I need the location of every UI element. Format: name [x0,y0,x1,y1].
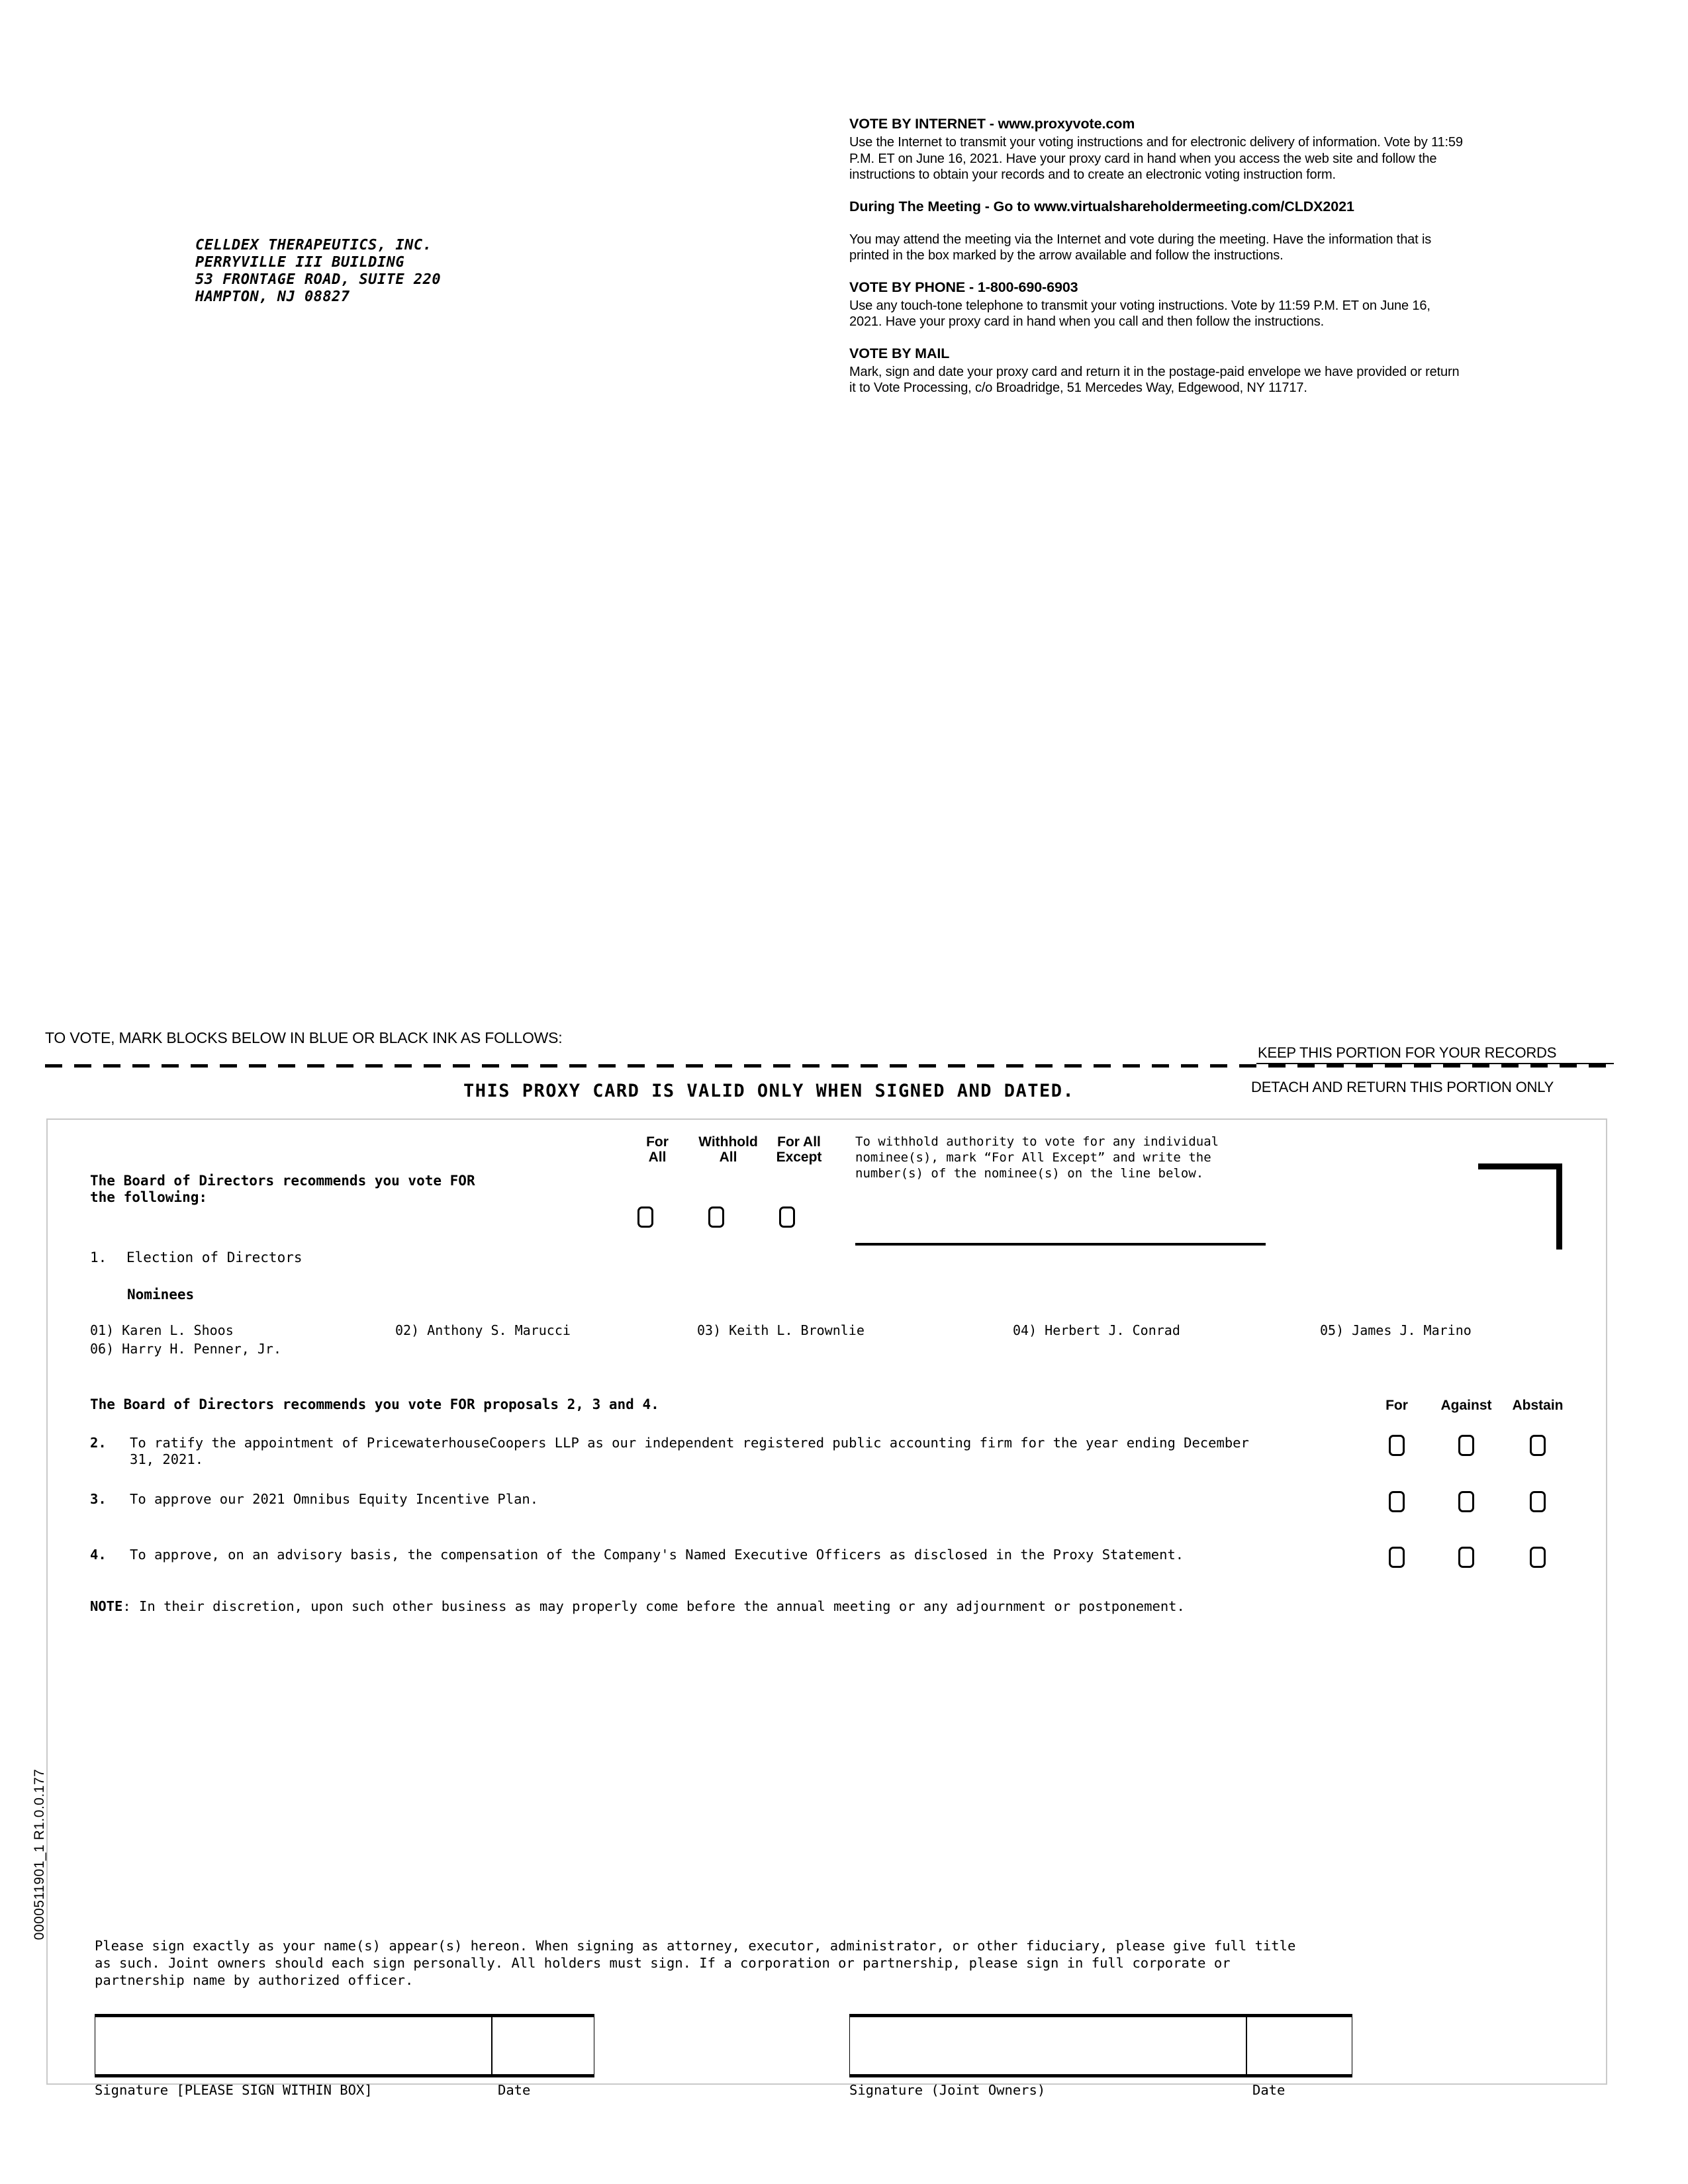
vote-method-heading: VOTE BY PHONE - 1-800-690-6903 [849,279,1078,295]
bracket-horizontal-bar [1478,1163,1562,1169]
checkbox-proposal-2-against[interactable] [1458,1435,1474,1456]
checkbox-proposal-3-against[interactable] [1458,1491,1474,1512]
keep-portion-underline [1256,1063,1614,1064]
mark-instruction-text: TO VOTE, MARK BLOCKS BELOW IN BLUE OR BL… [45,1029,563,1046]
checkbox-proposal-2-abstain[interactable] [1530,1435,1546,1456]
spacer [849,330,1465,345]
vote-method-body: Use any touch-tone telephone to transmit… [849,298,1430,330]
checkbox-proposal-2-for[interactable] [1389,1435,1405,1456]
column-header-line1: For [646,1134,669,1150]
checkbox-proposal-4-for[interactable] [1389,1547,1405,1568]
proposal-4-number: 4. [90,1547,107,1563]
board-recommendation-proposals: The Board of Directors recommends you vo… [90,1396,659,1412]
proxy-validity-notice: THIS PROXY CARD IS VALID ONLY WHEN SIGNE… [463,1081,1075,1101]
nominee-item: 03) Keith L. Brownlie [697,1322,865,1338]
form-control-number: 0000511901_1 R1.0.0.177 [32,1768,47,1940]
spacer [849,264,1465,279]
spacer [849,183,1465,198]
column-header-line1: For All [777,1134,821,1150]
column-header-line2: All [719,1150,737,1165]
column-header-line1: Withhold [698,1134,758,1150]
checkbox-for-all-except[interactable] [779,1206,795,1228]
vote-methods-panel: VOTE BY INTERNET - www.proxyvote.com Use… [849,115,1465,396]
shareholder-address-block: CELLDEX THERAPEUTICS, INC. PERRYVILLE II… [195,237,442,305]
proxy-card-body [46,1118,1607,2085]
signature-label-date-joint: Date [1252,2082,1286,2098]
nominee-item: 06) Harry H. Penner, Jr. [90,1341,281,1357]
proposal-3-number: 3. [90,1491,107,1507]
checkbox-for-all[interactable] [637,1206,653,1228]
column-header-line2: All [648,1150,667,1165]
nominee-item: 01) Karen L. Shoos [90,1322,234,1338]
proposal-1-text: Election of Directors [126,1250,303,1265]
signature-box-main[interactable] [95,2014,492,2077]
vote-method-during-meeting: During The Meeting - Go to www.virtualsh… [849,198,1465,264]
discretion-note: NOTE: In their discretion, upon such oth… [90,1598,1215,1615]
nominees-label: Nominees [127,1287,195,1302]
withhold-authority-note: To withhold authority to vote for any in… [855,1134,1219,1181]
vote-method-body: Mark, sign and date your proxy card and … [849,364,1460,396]
column-header-abstain: Abstain [1512,1398,1564,1413]
proposal-2-text: To ratify the appointment of Pricewaterh… [130,1435,1249,1467]
detach-portion-text: DETACH AND RETURN THIS PORTION ONLY [1251,1079,1554,1095]
column-header-for-all-except: For All Except [759,1134,839,1165]
note-label: NOTE [90,1598,123,1614]
proposal-4-text: To approve, on an advisory basis, the co… [130,1547,1184,1563]
vote-method-body: Use the Internet to transmit your voting… [849,135,1463,182]
proposal-3-text: To approve our 2021 Omnibus Equity Incen… [130,1491,539,1507]
checkbox-proposal-3-abstain[interactable] [1530,1491,1546,1512]
bracket-vertical-bar [1556,1163,1562,1250]
nominee-item: 05) James J. Marino [1320,1322,1472,1338]
vote-method-phone: VOTE BY PHONE - 1-800-690-6903 Use any t… [849,279,1465,330]
column-header-withhold-all: Withhold All [688,1134,768,1165]
column-header-against: Against [1440,1398,1492,1413]
spacer [849,215,1465,230]
checkbox-proposal-3-for[interactable] [1389,1491,1405,1512]
vote-method-mail: VOTE BY MAIL Mark, sign and date your pr… [849,345,1465,396]
checkbox-proposal-4-against[interactable] [1458,1547,1474,1568]
column-header-for: For [1385,1398,1408,1413]
vote-method-heading: VOTE BY INTERNET - www.proxyvote.com [849,116,1135,132]
proposal-1-number: 1. [90,1250,107,1265]
vote-method-heading: VOTE BY MAIL [849,345,950,361]
signature-date-box-joint[interactable] [1246,2014,1352,2077]
vote-method-internet: VOTE BY INTERNET - www.proxyvote.com Use… [849,115,1465,183]
checkbox-proposal-4-abstain[interactable] [1530,1547,1546,1568]
signature-label-main: Signature [PLEASE SIGN WITHIN BOX] [95,2082,373,2098]
note-text: : In their discretion, upon such other b… [122,1598,1185,1614]
signature-label-date-main: Date [498,2082,531,2098]
vote-method-heading: During The Meeting - Go to www.virtualsh… [849,198,1354,214]
detach-perforation-line [45,1064,1615,1068]
proposal-1-row: 1. Election of Directors [90,1250,303,1265]
column-header-for-all: For All [618,1134,697,1165]
proposal-2-row: 2. To ratify the appointment of Pricewat… [90,1435,1275,1468]
signature-date-box-main[interactable] [492,2014,594,2077]
nominee-item: 04) Herbert J. Conrad [1013,1322,1180,1338]
proposal-4-row: 4. To approve, on an advisory basis, the… [90,1547,1275,1563]
keep-portion-text: KEEP THIS PORTION FOR YOUR RECORDS [1258,1044,1557,1061]
signature-label-joint: Signature (Joint Owners) [849,2082,1046,2098]
vote-method-body: You may attend the meeting via the Inter… [849,232,1432,263]
checkbox-withhold-all[interactable] [708,1206,724,1228]
proposal-2-number: 2. [90,1435,107,1451]
signature-instructions: Please sign exactly as your name(s) appe… [95,1938,1296,1988]
column-header-line2: Except [776,1150,822,1165]
nominee-exception-write-in-line[interactable] [855,1243,1266,1246]
signature-box-joint[interactable] [849,2014,1246,2077]
board-recommendation-directors: The Board of Directors recommends you vo… [90,1173,475,1205]
corner-registration-bracket-icon [1478,1163,1562,1250]
nominee-item: 02) Anthony S. Marucci [395,1322,571,1338]
proposal-3-row: 3. To approve our 2021 Omnibus Equity In… [90,1491,1275,1508]
